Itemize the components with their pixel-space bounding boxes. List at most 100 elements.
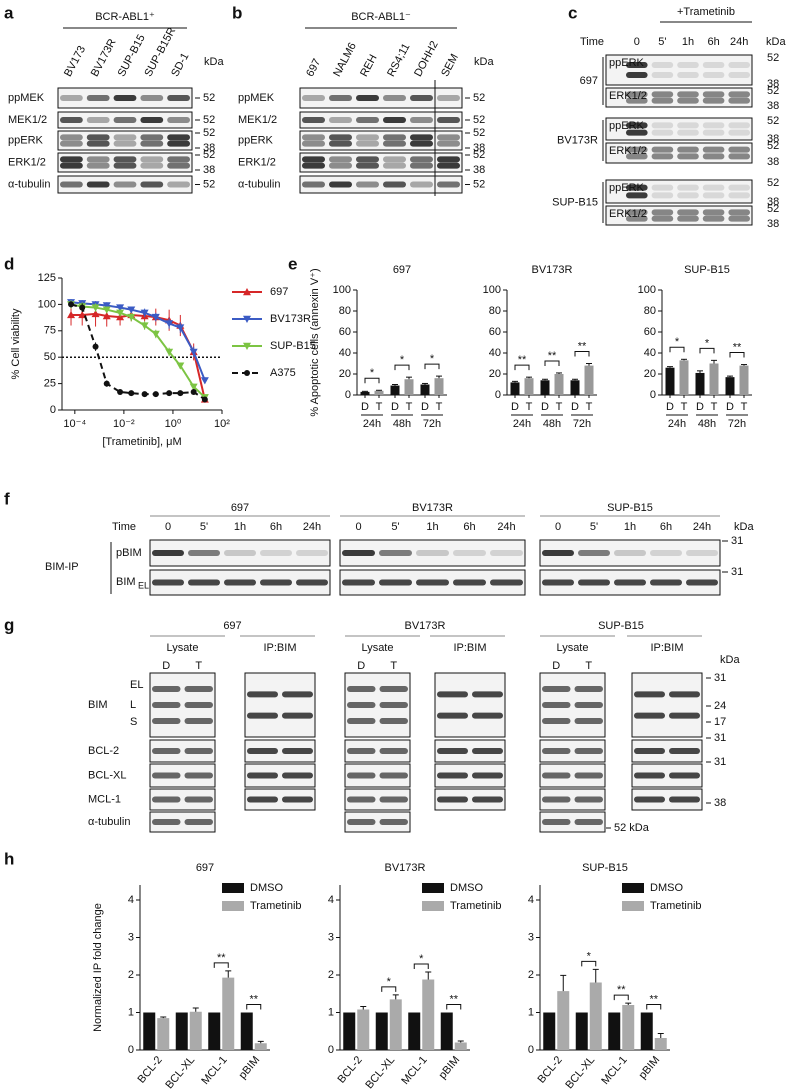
legend-label: DMSO xyxy=(450,882,483,894)
band xyxy=(356,156,379,163)
kda-label: 31 xyxy=(731,535,743,547)
data-point xyxy=(91,304,100,312)
kda-label: 52 xyxy=(473,92,485,104)
legend-swatch xyxy=(622,883,644,893)
band xyxy=(626,91,648,98)
band xyxy=(379,796,408,803)
row-label-subscript: EL xyxy=(138,580,149,590)
data-point xyxy=(201,396,208,403)
row-label: ERK1/2 xyxy=(609,208,647,220)
row-label: MCL-1 xyxy=(88,793,121,805)
band xyxy=(152,702,181,708)
y-axis-label: % Cell viability xyxy=(10,308,22,379)
blot-panel xyxy=(434,763,506,788)
band xyxy=(260,550,292,556)
band xyxy=(542,550,574,556)
band xyxy=(677,129,699,136)
band xyxy=(702,129,725,136)
bar xyxy=(570,380,580,395)
significance-label: ** xyxy=(649,993,658,1005)
band xyxy=(86,95,110,101)
y-tick-label: 3 xyxy=(128,931,134,943)
blot-panel xyxy=(299,87,463,109)
band xyxy=(410,117,433,123)
blot-panel xyxy=(244,672,316,738)
bar xyxy=(608,1012,621,1050)
treatment-label: +Trametinib xyxy=(677,6,735,18)
row-label: ppMEK xyxy=(238,92,275,104)
significance-label: ** xyxy=(548,350,557,362)
data-point xyxy=(165,320,174,328)
y-tick-label: 0 xyxy=(495,389,501,401)
row-label: ERK1/2 xyxy=(238,156,276,168)
cell-label: BV173R xyxy=(405,620,446,632)
time-label: 24h xyxy=(693,521,711,533)
band xyxy=(184,772,213,779)
group-label: 24h xyxy=(513,418,531,430)
legend-marker xyxy=(243,288,251,296)
band xyxy=(356,162,379,169)
band xyxy=(152,686,181,692)
legend-label: DMSO xyxy=(650,882,683,894)
band xyxy=(282,748,313,754)
band xyxy=(184,748,213,754)
band xyxy=(410,181,433,188)
band xyxy=(542,686,571,692)
series-line xyxy=(70,303,206,399)
significance-label: ** xyxy=(217,952,226,964)
band xyxy=(626,122,648,129)
bar xyxy=(422,979,435,1050)
band xyxy=(167,181,190,188)
panel-letter: c xyxy=(568,3,577,22)
blot-panel xyxy=(539,788,606,811)
x-tick-label: T xyxy=(556,401,563,413)
data-point xyxy=(152,391,159,398)
band xyxy=(152,819,181,825)
band xyxy=(626,72,648,78)
kda-label: 52 xyxy=(767,115,779,127)
significance-bracket xyxy=(213,962,229,968)
band xyxy=(379,748,408,754)
time-label: 0 xyxy=(634,36,640,48)
band xyxy=(542,702,571,708)
significance-bracket xyxy=(574,351,590,357)
band xyxy=(383,162,406,169)
legend-marker xyxy=(243,315,251,323)
kda-label: 38 xyxy=(203,142,215,154)
lane-label: D xyxy=(162,660,170,672)
band xyxy=(651,122,674,129)
band xyxy=(152,772,181,779)
y-tick-label: 0 xyxy=(528,1044,534,1056)
bar xyxy=(208,1012,221,1050)
band xyxy=(490,579,523,586)
x-tick-label: pBIM xyxy=(237,1054,263,1081)
band xyxy=(410,95,433,101)
significance-label: * xyxy=(430,353,435,365)
data-point xyxy=(140,309,149,317)
band xyxy=(728,122,750,129)
band xyxy=(329,134,352,141)
x-tick-label: T xyxy=(436,401,443,413)
band xyxy=(437,162,460,169)
blot-panel xyxy=(344,763,411,788)
panel-letter: d xyxy=(4,254,14,273)
band xyxy=(379,819,408,825)
band xyxy=(437,712,468,719)
bar xyxy=(357,1009,370,1050)
band xyxy=(542,772,571,779)
blot-panel xyxy=(539,739,606,763)
time-label: 5' xyxy=(658,36,666,48)
y-tick-label: 1 xyxy=(128,1006,134,1018)
x-tick-label: D xyxy=(726,401,734,413)
band xyxy=(677,192,699,199)
cell-label: SUP-B15 xyxy=(552,196,598,208)
significance-label: * xyxy=(419,953,424,965)
band xyxy=(86,181,110,188)
band xyxy=(152,550,184,556)
bar xyxy=(709,363,719,395)
blot-panel xyxy=(344,739,411,763)
band xyxy=(416,579,449,586)
lane-label: T xyxy=(195,660,202,672)
legend-label: A375 xyxy=(270,367,296,379)
time-label: 24h xyxy=(497,521,515,533)
